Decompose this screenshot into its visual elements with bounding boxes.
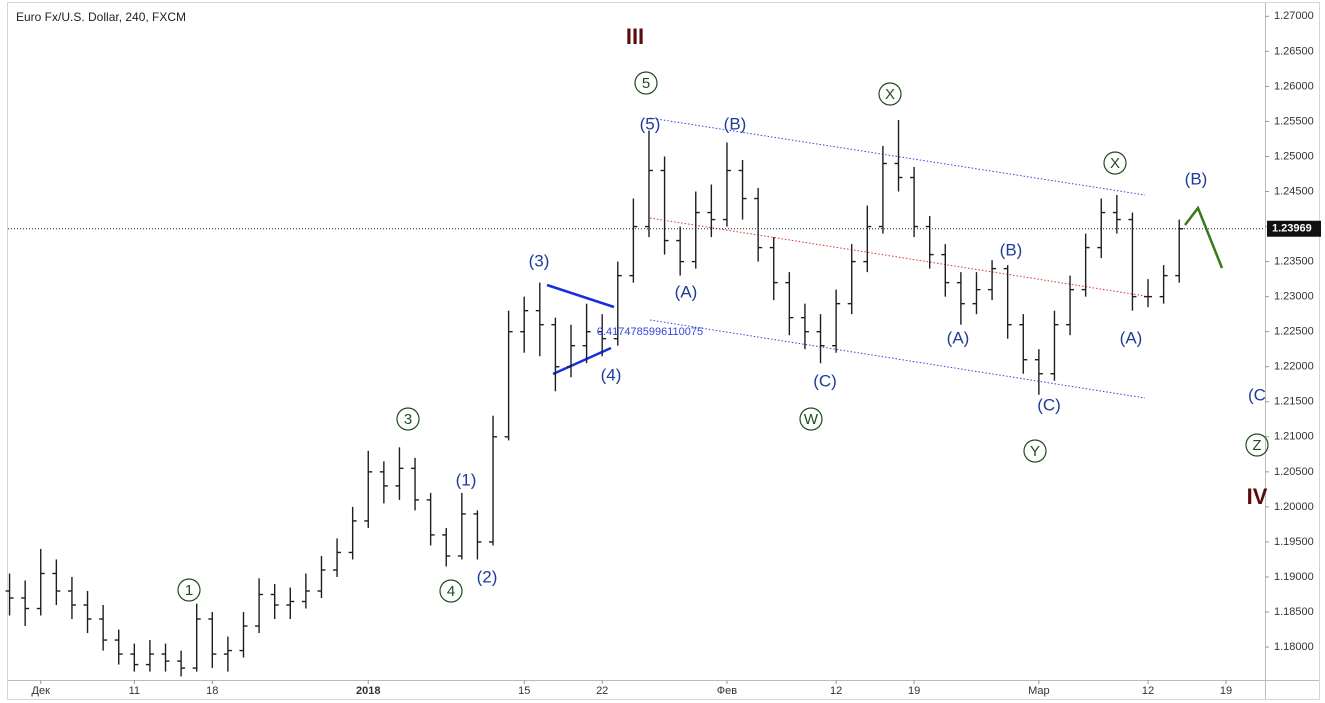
wave-label: (C — [1248, 385, 1266, 404]
wave-circle — [439, 579, 463, 603]
x-tick-label: Фев — [717, 685, 737, 697]
wave-label: (1) — [456, 470, 477, 489]
y-tick-label: 1.21000 — [1274, 431, 1314, 443]
last-price-box — [1267, 220, 1321, 237]
wave-label: (A) — [675, 282, 698, 301]
wave-label: X — [885, 86, 895, 103]
wave-circle — [799, 407, 823, 431]
y-tick-label: 1.19000 — [1274, 571, 1314, 583]
wave-circle — [1023, 439, 1047, 463]
wave-label: 3 — [404, 411, 412, 428]
y-tick-label: 1.22000 — [1274, 361, 1314, 373]
x-tick-label: 15 — [518, 685, 530, 697]
wave-circle — [1245, 433, 1269, 457]
ratio-label: 0.4174785996110075 — [597, 326, 703, 338]
x-tick-label: Дек — [32, 685, 51, 697]
chart-title: Euro Fx/U.S. Dollar, 240, FXCM — [16, 10, 186, 24]
y-tick-label: 1.22500 — [1274, 326, 1314, 338]
wave-label: (B) — [1000, 240, 1023, 259]
wave-circle — [177, 578, 201, 602]
last-price-label: 1.23969 — [1272, 223, 1312, 235]
x-tick-label: 11 — [129, 685, 140, 697]
wave-label: (A) — [1120, 328, 1143, 347]
y-tick-label: 1.20500 — [1274, 466, 1314, 478]
y-tick-label: 1.19500 — [1274, 536, 1314, 548]
wave-label: (2) — [477, 567, 498, 586]
wave-label: (C) — [813, 371, 837, 390]
y-tick-label: 1.24500 — [1274, 185, 1314, 197]
y-tick-label: 1.26000 — [1274, 80, 1314, 92]
wave-label-major: III — [626, 24, 644, 49]
wave-label: (5) — [640, 114, 661, 133]
wave-circle — [634, 71, 658, 95]
y-tick-label: 1.23000 — [1274, 291, 1314, 303]
channel-middle — [649, 217, 1146, 297]
wave-label-major: IV — [1247, 484, 1268, 509]
projection-arrow — [1184, 205, 1224, 269]
x-tick-label: 19 — [908, 685, 920, 697]
y-tick-label: 1.20000 — [1274, 501, 1314, 513]
wave-circle — [878, 82, 902, 106]
x-tick-label: 18 — [206, 685, 218, 697]
wave-label: Y — [1030, 443, 1040, 460]
wave-circle — [1103, 151, 1127, 175]
triangle-lower — [552, 346, 612, 376]
wave-label: (4) — [601, 365, 622, 384]
y-tick-label: 1.18000 — [1274, 641, 1314, 653]
wave-label: (B) — [724, 114, 747, 133]
frame — [7, 2, 1320, 700]
wave-label: 5 — [642, 75, 650, 92]
y-tick-label: 1.18500 — [1274, 606, 1314, 618]
wave-label: (C) — [1037, 395, 1061, 414]
y-tick-label: 1.21500 — [1274, 396, 1314, 408]
y-tick-label: 1.23500 — [1274, 256, 1314, 268]
x-tick-label: Мар — [1028, 685, 1050, 697]
wave-label: (3) — [529, 251, 550, 270]
wave-label: 4 — [447, 583, 455, 600]
wave-label: (A) — [947, 328, 970, 347]
channel-lower — [649, 319, 1146, 399]
wave-label: W — [804, 411, 819, 428]
wave-circle — [396, 407, 420, 431]
channel-upper — [649, 117, 1146, 196]
x-tick-label: 22 — [596, 685, 608, 697]
y-tick-label: 1.26500 — [1274, 45, 1314, 57]
y-tick-label: 1.25500 — [1274, 115, 1314, 127]
x-tick-label: 2018 — [356, 685, 380, 697]
wave-label: (B) — [1185, 169, 1208, 188]
price-bars — [5, 120, 1184, 677]
wave-label: Z — [1252, 437, 1261, 454]
x-tick-label: 19 — [1220, 685, 1232, 697]
y-tick-label: 1.27000 — [1274, 10, 1314, 22]
triangle-upper — [546, 283, 615, 309]
wave-label: 1 — [185, 582, 193, 599]
x-tick-label: 12 — [1142, 685, 1154, 697]
y-tick-label: 1.25000 — [1274, 150, 1314, 162]
wave-label: X — [1110, 155, 1120, 172]
x-tick-label: 12 — [830, 685, 842, 697]
